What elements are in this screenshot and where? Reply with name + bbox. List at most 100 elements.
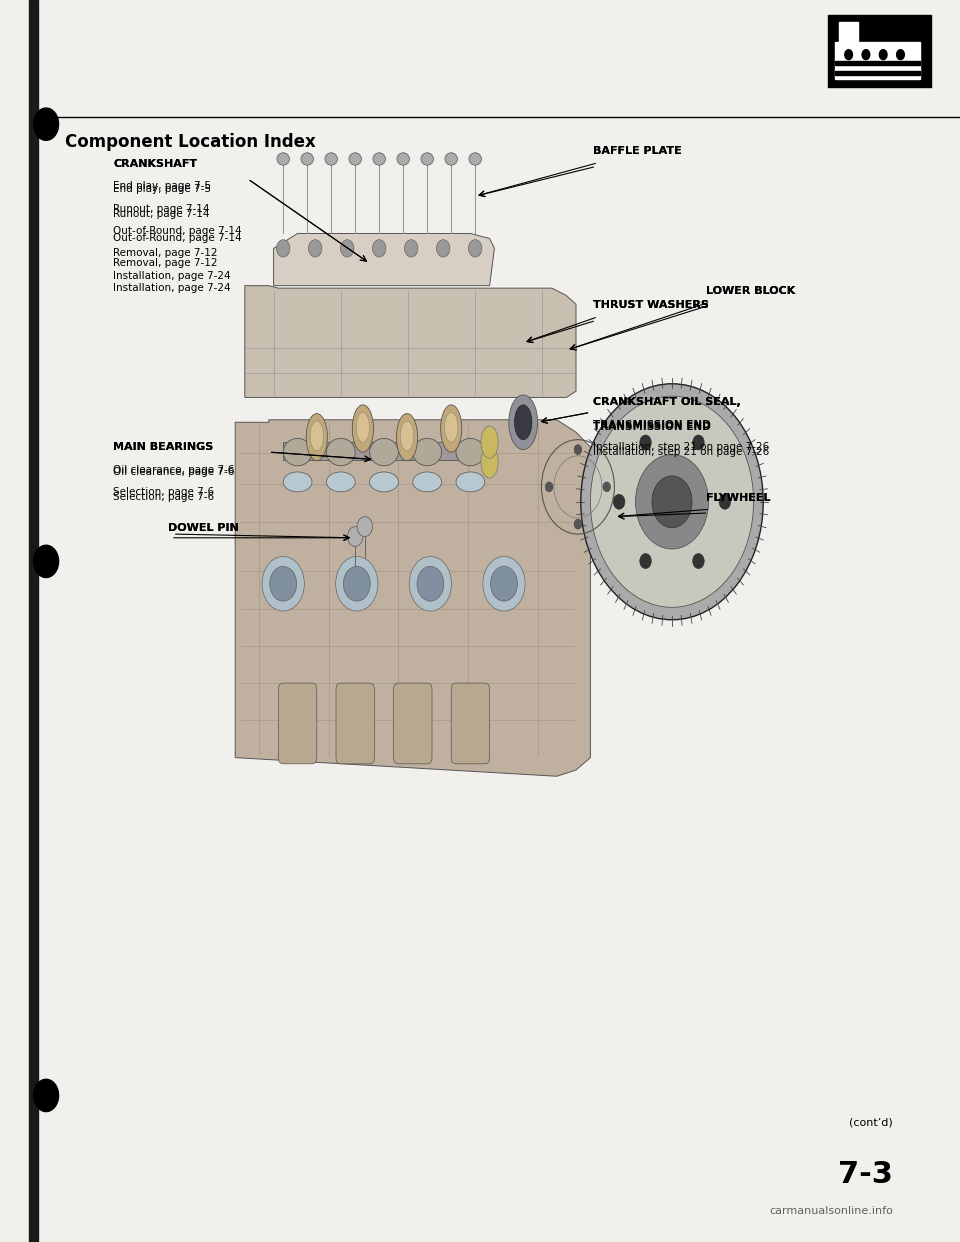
Text: THRUST WASHERS: THRUST WASHERS (593, 301, 709, 310)
Text: Component Location Index: Component Location Index (65, 133, 316, 150)
Bar (283, 442, 485, 460)
Ellipse shape (468, 153, 481, 165)
Circle shape (372, 240, 386, 257)
Circle shape (270, 566, 297, 601)
Text: Removal, page 7-12: Removal, page 7-12 (113, 248, 218, 258)
Ellipse shape (370, 438, 398, 466)
Text: Selection, page 7-6: Selection, page 7-6 (113, 492, 214, 502)
Text: Runout, page 7-14: Runout, page 7-14 (113, 209, 210, 219)
Text: MAIN BEARINGS: MAIN BEARINGS (113, 442, 213, 452)
Circle shape (483, 556, 525, 611)
Polygon shape (245, 286, 576, 397)
Ellipse shape (456, 472, 485, 492)
Circle shape (581, 384, 763, 620)
Text: FLYWHEEL: FLYWHEEL (706, 493, 770, 503)
Ellipse shape (413, 438, 442, 466)
Text: DOWEL PIN: DOWEL PIN (168, 523, 239, 533)
Text: Installation, step 21 on page 7-26: Installation, step 21 on page 7-26 (593, 442, 770, 452)
Text: (cont’d): (cont’d) (849, 1118, 893, 1128)
Ellipse shape (397, 153, 409, 165)
Ellipse shape (352, 405, 373, 452)
Text: CRANKSHAFT: CRANKSHAFT (113, 159, 198, 169)
Circle shape (409, 556, 451, 611)
FancyBboxPatch shape (451, 683, 490, 764)
Circle shape (693, 554, 705, 569)
Circle shape (652, 476, 692, 528)
Text: THRUST WASHERS: THRUST WASHERS (593, 301, 709, 310)
Ellipse shape (326, 438, 355, 466)
Circle shape (574, 445, 582, 455)
Circle shape (491, 566, 517, 601)
Text: BAFFLE PLATE: BAFFLE PLATE (593, 147, 682, 156)
Ellipse shape (515, 405, 532, 440)
FancyBboxPatch shape (278, 683, 317, 764)
Circle shape (719, 494, 731, 509)
Text: LOWER BLOCK: LOWER BLOCK (706, 286, 795, 296)
Circle shape (603, 482, 611, 492)
Ellipse shape (283, 472, 312, 492)
Text: CRANKSHAFT: CRANKSHAFT (113, 159, 198, 169)
Text: Oil clearance, page 7-6: Oil clearance, page 7-6 (113, 467, 234, 477)
Ellipse shape (356, 412, 370, 442)
Circle shape (417, 566, 444, 601)
Circle shape (437, 240, 450, 257)
Circle shape (34, 108, 59, 140)
Circle shape (404, 240, 418, 257)
Text: Removal, page 7-12: Removal, page 7-12 (113, 258, 218, 268)
Ellipse shape (372, 153, 386, 165)
Ellipse shape (456, 438, 485, 466)
Ellipse shape (481, 426, 498, 458)
Circle shape (357, 517, 372, 537)
Ellipse shape (370, 472, 398, 492)
Text: TRANSMISSION END: TRANSMISSION END (593, 422, 711, 432)
Text: Out-of-Round, page 7-14: Out-of-Round, page 7-14 (113, 233, 242, 243)
Text: CRANKSHAFT OIL SEAL,: CRANKSHAFT OIL SEAL, (593, 397, 741, 407)
Ellipse shape (324, 153, 338, 165)
Circle shape (845, 50, 852, 60)
Circle shape (344, 566, 371, 601)
Text: 7-3: 7-3 (838, 1160, 893, 1190)
Ellipse shape (310, 421, 324, 451)
Circle shape (34, 1079, 59, 1112)
Circle shape (262, 556, 304, 611)
Circle shape (590, 396, 754, 607)
Text: FLYWHEEL: FLYWHEEL (706, 493, 770, 503)
Circle shape (276, 240, 290, 257)
Ellipse shape (306, 414, 327, 461)
Text: BAFFLE PLATE: BAFFLE PLATE (593, 147, 682, 156)
Circle shape (693, 435, 705, 450)
Text: Oil clearance, page 7-6: Oil clearance, page 7-6 (113, 465, 234, 474)
Ellipse shape (326, 472, 355, 492)
Polygon shape (235, 420, 590, 776)
Circle shape (341, 240, 354, 257)
Text: CRANKSHAFT OIL SEAL,: CRANKSHAFT OIL SEAL, (593, 397, 741, 407)
Polygon shape (274, 233, 494, 286)
Circle shape (545, 482, 553, 492)
Circle shape (348, 527, 363, 546)
Ellipse shape (420, 153, 434, 165)
Circle shape (468, 240, 482, 257)
Ellipse shape (276, 153, 290, 165)
Ellipse shape (413, 472, 442, 492)
Circle shape (879, 50, 887, 60)
Bar (828, 15, 931, 87)
Ellipse shape (400, 421, 414, 451)
Ellipse shape (441, 405, 462, 452)
Text: TRANSMISSION END: TRANSMISSION END (593, 420, 711, 430)
Text: DOWEL PIN: DOWEL PIN (168, 523, 239, 533)
Text: MAIN BEARINGS: MAIN BEARINGS (113, 442, 213, 452)
Circle shape (613, 494, 625, 509)
FancyBboxPatch shape (336, 683, 374, 764)
Bar (835, 71, 920, 75)
Circle shape (574, 519, 582, 529)
Text: End play, page 7-5: End play, page 7-5 (113, 184, 211, 194)
Text: Installation, step 21 on page 7-26: Installation, step 21 on page 7-26 (593, 447, 770, 457)
Text: Out-of-Round, page 7-14: Out-of-Round, page 7-14 (113, 226, 242, 236)
Circle shape (336, 556, 378, 611)
Ellipse shape (349, 153, 361, 165)
Circle shape (639, 435, 651, 450)
Circle shape (639, 554, 651, 569)
Text: Selection, page 7-6: Selection, page 7-6 (113, 487, 214, 497)
Text: Installation, page 7-24: Installation, page 7-24 (113, 271, 231, 281)
Circle shape (897, 50, 904, 60)
